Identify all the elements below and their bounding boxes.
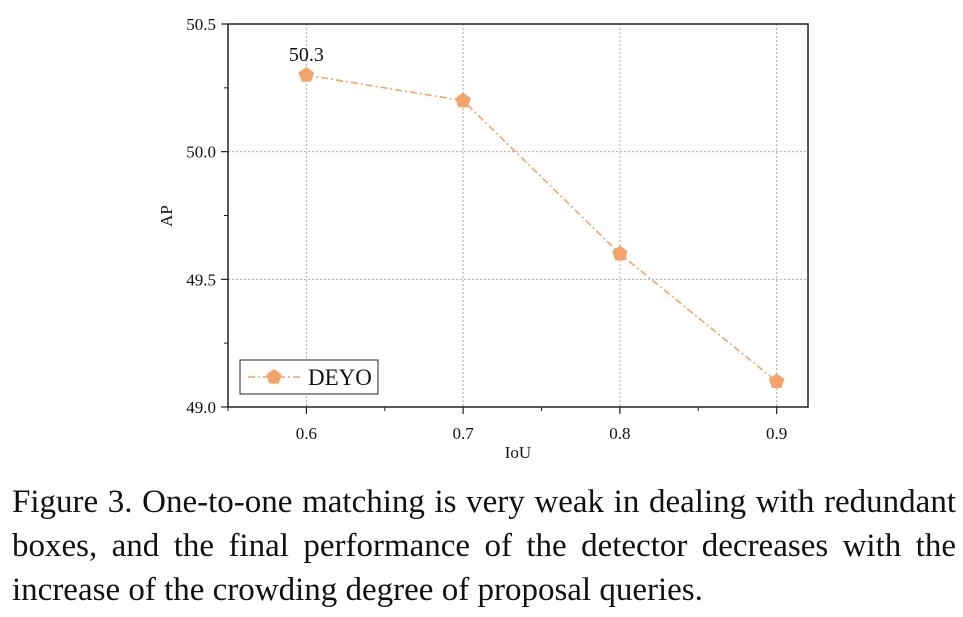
legend-label: DEYO xyxy=(308,365,372,390)
data-point xyxy=(298,66,315,82)
annotations: 50.3 xyxy=(289,44,324,66)
y-tick-label: 49.0 xyxy=(186,398,216,417)
data-series xyxy=(298,66,785,388)
figure-caption: Figure 3. One-to-one matching is very we… xyxy=(12,484,956,608)
x-axis-label: IoU xyxy=(505,443,531,462)
line-chart: 0.6 0.7 0.8 0.9 49.0 49.5 50.0 50.5 50.3 IoU AP… xyxy=(157,15,809,462)
axis-ticks: 0.6 0.7 0.8 0.9 49.0 49.5 50.0 50.5 xyxy=(186,15,787,443)
data-point xyxy=(455,92,471,108)
y-tick-label: 50.0 xyxy=(186,143,216,162)
y-tick-label: 50.5 xyxy=(186,15,216,34)
series-line xyxy=(306,74,778,383)
data-point xyxy=(612,245,628,261)
x-tick-label: 0.6 xyxy=(296,424,317,443)
grid-lines xyxy=(228,24,808,407)
y-tick-label: 49.5 xyxy=(186,270,216,289)
x-tick-label: 0.9 xyxy=(766,424,787,443)
data-point xyxy=(768,373,785,388)
data-label: 50.3 xyxy=(289,44,324,66)
legend: DEYO xyxy=(239,359,379,395)
plot-frame xyxy=(227,23,809,408)
x-tick-label: 0.7 xyxy=(453,424,475,443)
x-tick-label: 0.8 xyxy=(609,424,630,443)
y-axis-label: AP xyxy=(157,205,176,227)
legend-marker xyxy=(266,368,282,384)
